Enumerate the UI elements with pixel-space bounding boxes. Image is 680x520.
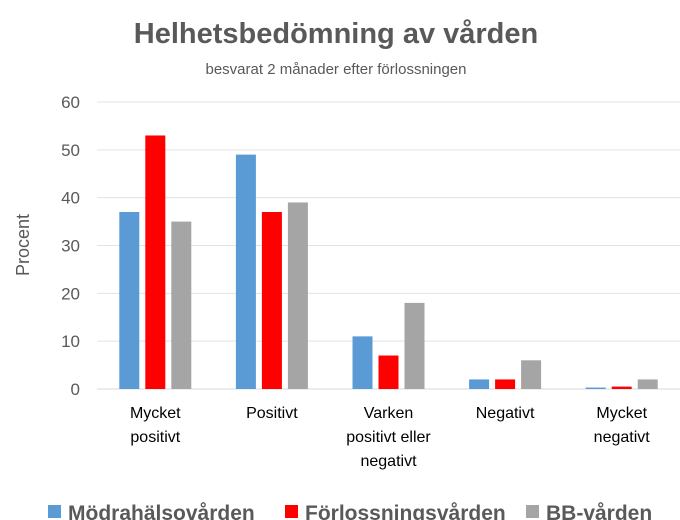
x-category-label: Positivt	[246, 405, 298, 422]
legend: Mödrahälsovården Förlossningsvården BB-vår…	[48, 502, 652, 520]
bar	[585, 387, 606, 389]
legend-swatch	[526, 505, 539, 518]
bar	[495, 379, 516, 389]
y-tick-label: 60	[61, 93, 80, 112]
x-category-label: Mycket	[596, 405, 647, 422]
bar	[637, 379, 658, 389]
bar	[119, 212, 140, 389]
bar	[145, 135, 166, 389]
bar	[404, 302, 425, 389]
y-axis-ticks: 0 10 20 30 40 50 60	[61, 93, 80, 399]
y-tick-label: 40	[61, 189, 80, 208]
bar	[378, 355, 399, 389]
bars	[119, 135, 658, 389]
bar	[261, 212, 282, 389]
y-axis-label: Procent	[13, 214, 33, 276]
x-axis-categories: Mycket positivt Positivt Varken positivt ell…	[130, 405, 650, 470]
bar	[352, 336, 373, 389]
x-category-label: negativt	[594, 429, 651, 446]
legend-label: Mödrahälsovården	[68, 502, 255, 520]
legend-label: BB-vården	[546, 502, 652, 520]
legend-label: Förlossningsvården	[305, 502, 506, 520]
y-tick-label: 30	[61, 237, 80, 256]
bar	[611, 386, 632, 389]
bar	[521, 360, 542, 389]
y-tick-label: 0	[71, 380, 80, 399]
legend-swatch	[48, 505, 61, 518]
bar	[469, 379, 490, 389]
chart-title: Helhetsbedömning av vården	[133, 18, 539, 50]
bar	[171, 221, 192, 389]
y-tick-label: 20	[61, 284, 80, 303]
x-category-label: positivt eller	[346, 429, 431, 446]
x-category-label: Varken	[364, 405, 414, 422]
x-category-label: positivt	[130, 429, 180, 446]
y-tick-label: 50	[61, 141, 80, 160]
y-tick-label: 10	[61, 332, 80, 351]
x-category-label: Negativt	[476, 405, 535, 422]
chart-subtitle: besvarat 2 månader efter förlossningen	[205, 61, 467, 78]
bar	[235, 154, 256, 389]
legend-swatch	[285, 505, 298, 518]
x-category-label: negativt	[360, 453, 417, 470]
x-category-label: Mycket	[130, 405, 181, 422]
bar	[287, 202, 308, 389]
